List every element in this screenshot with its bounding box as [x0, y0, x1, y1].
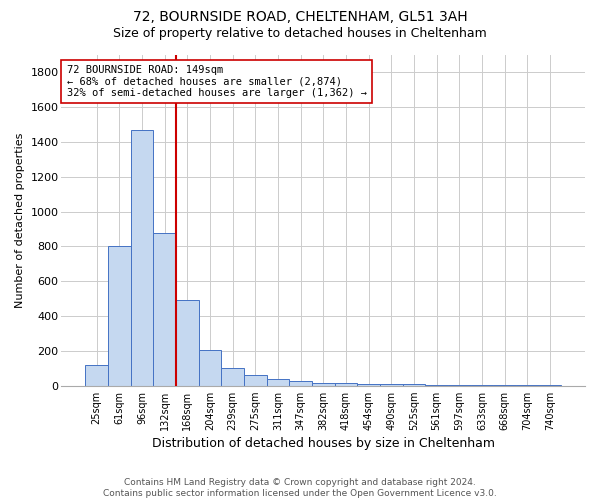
- Bar: [131, 130, 153, 386]
- Bar: [85, 365, 108, 386]
- Bar: [380, 384, 403, 386]
- Bar: [403, 384, 425, 386]
- Bar: [425, 384, 448, 386]
- Bar: [493, 385, 516, 386]
- Text: Size of property relative to detached houses in Cheltenham: Size of property relative to detached ho…: [113, 28, 487, 40]
- X-axis label: Distribution of detached houses by size in Cheltenham: Distribution of detached houses by size …: [152, 437, 495, 450]
- Bar: [335, 383, 357, 386]
- Bar: [153, 234, 176, 386]
- Bar: [221, 368, 244, 386]
- Text: 72, BOURNSIDE ROAD, CHELTENHAM, GL51 3AH: 72, BOURNSIDE ROAD, CHELTENHAM, GL51 3AH: [133, 10, 467, 24]
- Bar: [244, 376, 266, 386]
- Bar: [312, 382, 335, 386]
- Text: 72 BOURNSIDE ROAD: 149sqm
← 68% of detached houses are smaller (2,874)
32% of se: 72 BOURNSIDE ROAD: 149sqm ← 68% of detac…: [67, 65, 367, 98]
- Bar: [448, 385, 470, 386]
- Bar: [357, 384, 380, 386]
- Y-axis label: Number of detached properties: Number of detached properties: [15, 132, 25, 308]
- Bar: [289, 382, 312, 386]
- Bar: [108, 246, 131, 386]
- Bar: [470, 385, 493, 386]
- Bar: [266, 379, 289, 386]
- Bar: [176, 300, 199, 386]
- Bar: [199, 350, 221, 386]
- Text: Contains HM Land Registry data © Crown copyright and database right 2024.
Contai: Contains HM Land Registry data © Crown c…: [103, 478, 497, 498]
